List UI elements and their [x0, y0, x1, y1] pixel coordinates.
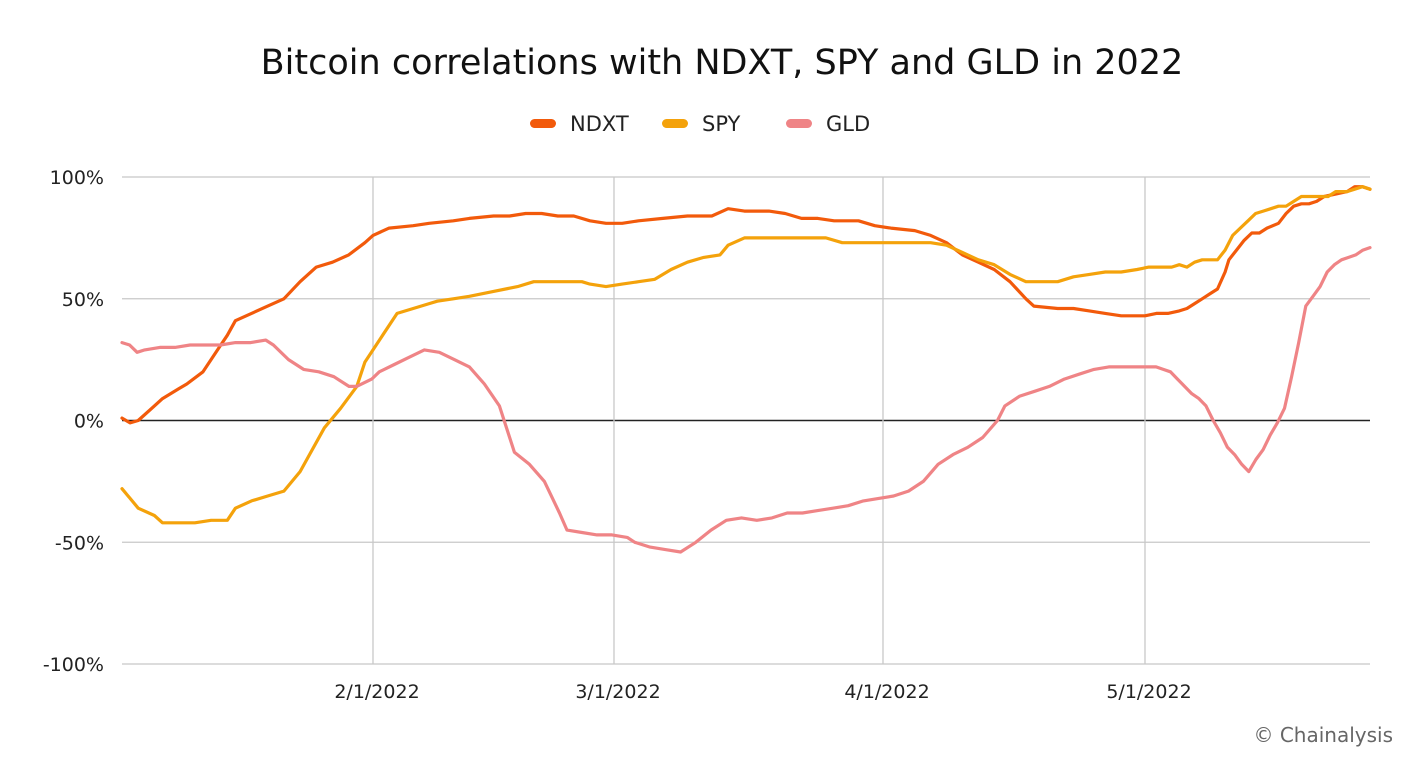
y-tick-label: -50%	[55, 532, 104, 554]
x-tick-label: 5/1/2022	[1106, 681, 1191, 703]
series-line-gld	[120, 246, 1372, 554]
legend-swatch-gld	[786, 119, 812, 128]
x-tick-label: 4/1/2022	[844, 681, 929, 703]
y-tick-label: -100%	[43, 654, 104, 676]
series-line-ndxt	[120, 185, 1372, 425]
legend-swatch-spy	[662, 119, 688, 128]
series-lines	[120, 185, 1372, 554]
x-tick-label: 3/1/2022	[575, 681, 660, 703]
legend: NDXT SPY GLD	[530, 112, 870, 136]
legend-label-ndxt: NDXT	[570, 112, 629, 136]
legend-swatch-ndxt	[530, 119, 556, 128]
legend-label-spy: SPY	[702, 112, 741, 136]
x-tick-label: 2/1/2022	[334, 681, 419, 703]
series-line-spy	[120, 185, 1372, 525]
axis-tick-labels: 100% 50% 0% -50% -100% 2/1/2022 3/1/2022 4/1/20…	[43, 167, 1192, 703]
gridlines	[122, 176, 1370, 665]
y-tick-label: 0%	[74, 411, 104, 433]
chart-title: Bitcoin correlations with NDXT, SPY and …	[261, 43, 1184, 83]
y-tick-label: 100%	[50, 167, 104, 189]
credit-text: © Chainalysis	[1253, 723, 1393, 747]
legend-label-gld: GLD	[826, 112, 870, 136]
y-tick-label: 50%	[62, 289, 104, 311]
